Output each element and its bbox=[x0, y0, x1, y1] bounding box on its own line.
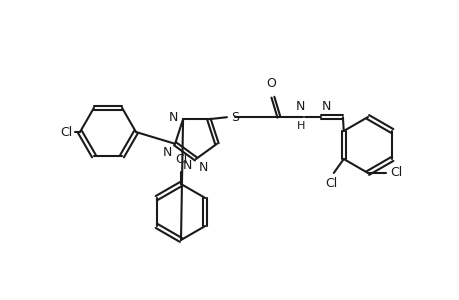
Text: N: N bbox=[183, 159, 192, 172]
Text: O: O bbox=[265, 77, 275, 90]
Text: N: N bbox=[321, 100, 330, 113]
Text: Cl: Cl bbox=[389, 167, 401, 179]
Text: Cl: Cl bbox=[61, 125, 73, 139]
Text: Cl: Cl bbox=[325, 177, 337, 190]
Text: H: H bbox=[296, 121, 304, 131]
Text: S: S bbox=[230, 111, 238, 124]
Text: N: N bbox=[199, 161, 208, 174]
Text: N: N bbox=[162, 146, 172, 159]
Text: N: N bbox=[296, 100, 305, 113]
Text: Cl: Cl bbox=[174, 153, 187, 166]
Text: N: N bbox=[168, 111, 178, 124]
